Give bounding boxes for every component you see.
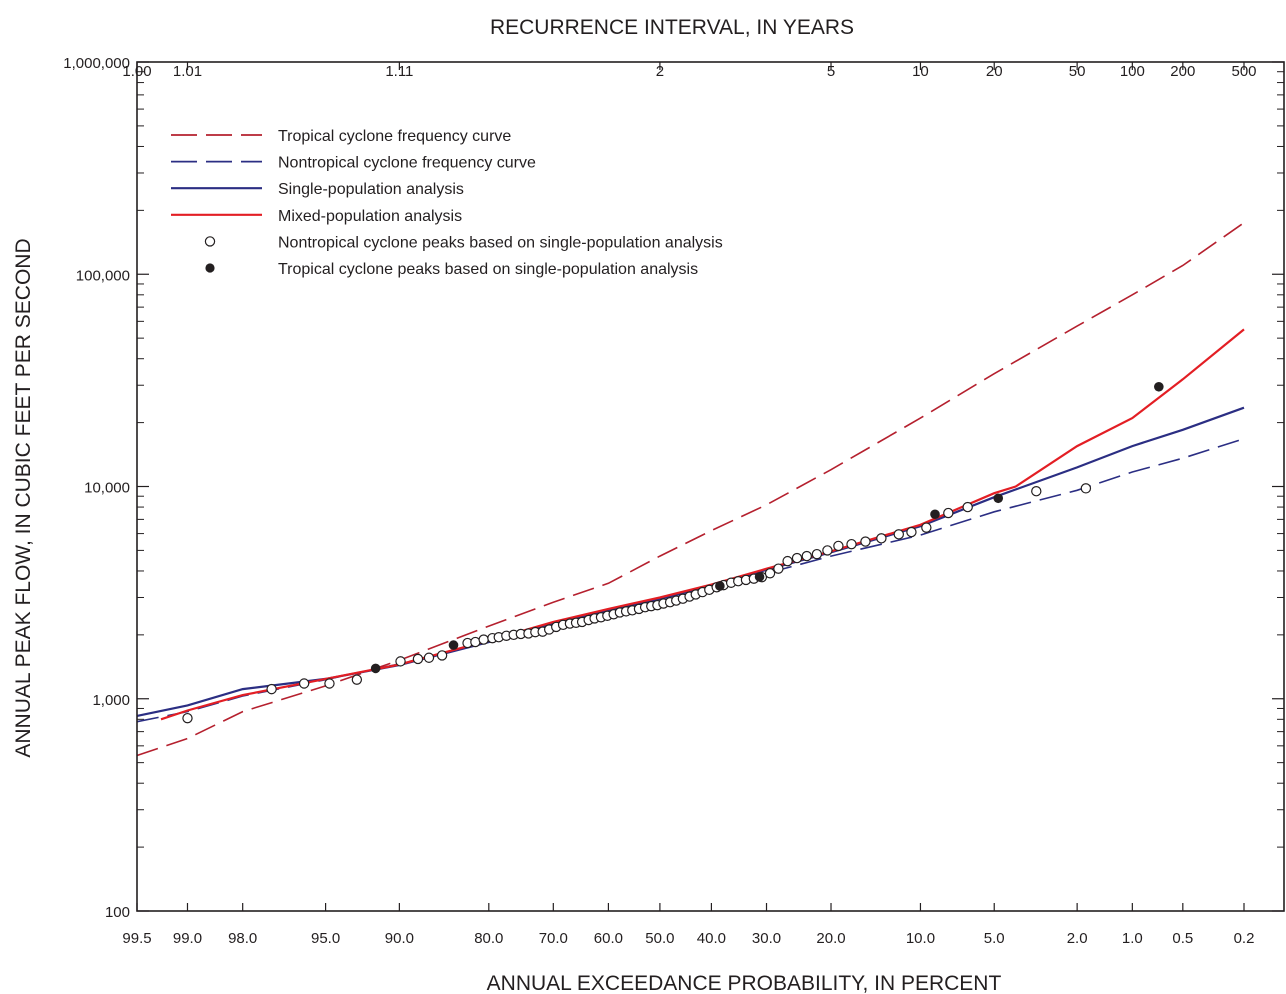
tropical-peak-point	[448, 640, 459, 650]
legend-swatch-5	[205, 263, 215, 273]
x-tick-label: 70.0	[539, 930, 568, 947]
x-tick-label: 80.0	[474, 930, 503, 947]
x-top-tick-label: 1.11	[385, 63, 413, 80]
x-tick-label: 20.0	[816, 930, 845, 947]
legend: Tropical cyclone frequency curve Nontropi…	[171, 128, 723, 278]
x-tick-label: 1.0	[1122, 930, 1143, 947]
x-tick-label: 40.0	[697, 930, 726, 947]
nontropical-peak-point	[782, 555, 793, 567]
legend-swatch-4	[204, 236, 216, 247]
tropical-peak-point	[715, 581, 725, 591]
nontropical-peak-point	[266, 683, 277, 695]
x-top-tick-label: 200	[1170, 63, 1195, 80]
x-tick-label: 0.2	[1234, 930, 1255, 947]
nontropical-peak-point	[876, 533, 887, 544]
x-top-tick-label: 100	[1120, 63, 1145, 80]
x-tick-label: 50.0	[645, 930, 674, 947]
x-tick-label: 5.0	[984, 930, 1005, 947]
legend-label-0: Tropical cyclone frequency curve	[278, 128, 511, 145]
y-axis-title: ANNUAL PEAK FLOW, IN CUBIC FEET PER SECO…	[12, 238, 35, 757]
nontropical-peak-point	[351, 674, 363, 685]
x-top-axis-title: RECURRENCE INTERVAL, IN YEARS	[490, 16, 854, 39]
legend-label-2: Single-population analysis	[278, 181, 464, 198]
x-tick-label: 2.0	[1067, 930, 1088, 947]
x-top-tick-label: 500	[1231, 63, 1256, 80]
nontropical-peak-point	[395, 656, 406, 667]
x-tick-label: 90.0	[385, 930, 414, 947]
y-tick-label: 100,000	[76, 267, 130, 284]
nontropical-peak-point	[822, 545, 833, 556]
nontropical-peak-point	[943, 507, 954, 519]
nontropical-peak-point	[773, 563, 784, 574]
plot-frame	[136, 61, 1285, 912]
tropical-peak-point	[1154, 381, 1164, 392]
axis-ticks: 99.5 99.0 98.0 95.0 90.0 80.0 70.0 60.0 50.0 40.0…	[63, 55, 1284, 947]
tropical-peak-point	[930, 509, 940, 520]
nontropical-peak-point	[1031, 486, 1042, 497]
x-tick-label: 10.0	[906, 930, 935, 947]
nontropical-peak-point	[893, 529, 904, 540]
nontropical-peak-point	[860, 536, 871, 547]
nontropical-peak-point	[846, 538, 857, 550]
nontropical-peak-point	[833, 540, 844, 552]
x-top-tick-label: 2	[656, 63, 664, 80]
y-tick-label: 100	[105, 904, 130, 921]
series-lines	[136, 222, 1245, 757]
legend-label-5: Tropical cyclone peaks based on single-p…	[278, 261, 698, 278]
x-top-tick-label: 50	[1069, 63, 1086, 80]
x-tick-label: 95.0	[311, 930, 340, 947]
nontropical-peak-point	[921, 522, 932, 533]
x-tick-label: 98.0	[228, 930, 257, 947]
x-top-tick-label: 1.01	[173, 63, 202, 80]
tropical-peak-point	[370, 663, 381, 674]
nontropical-peak-point	[298, 678, 310, 689]
nontropical-peak-point	[764, 568, 776, 579]
x-tick-label: 99.0	[173, 930, 202, 947]
x-top-tick-label: 5	[827, 63, 835, 80]
legend-label-4: Nontropical cyclone peaks based on singl…	[278, 234, 723, 251]
nontropical-peak-point	[801, 550, 812, 562]
nontropical-peak-point	[811, 548, 823, 560]
nontropical-peak-point	[791, 552, 803, 564]
nontropical-peak-point	[423, 652, 435, 663]
nontropical-peak-point	[324, 678, 335, 689]
nontropical-peak-point	[478, 634, 489, 645]
x-tick-label: 99.5	[122, 930, 151, 947]
x-top-tick-label: 10	[912, 63, 929, 80]
tropical-peak-point	[754, 572, 765, 582]
data-points	[182, 381, 1164, 724]
nontropical-peak-point	[1080, 483, 1092, 494]
nontropical-peak-point	[436, 650, 448, 661]
series-line-0	[136, 222, 1245, 757]
nontropical-peak-point	[182, 712, 193, 724]
series-line-2	[136, 406, 1245, 717]
y-tick-label: 1,000,000	[63, 55, 130, 72]
nontropical-peak-point	[412, 653, 424, 665]
series-line-3	[160, 328, 1245, 721]
x-tick-label: 0.5	[1172, 930, 1193, 947]
legend-label-1: Nontropical cyclone frequency curve	[278, 155, 536, 172]
nontropical-peak-point	[906, 526, 917, 538]
x-tick-label: 60.0	[594, 930, 623, 947]
x-top-tick-label: 20	[986, 63, 1003, 80]
nontropical-peak-point	[962, 501, 973, 513]
y-tick-label: 1,000	[92, 692, 130, 709]
x-axis-title: ANNUAL EXCEEDANCE PROBABILITY, IN PERCEN…	[487, 972, 1002, 994]
legend-label-3: Mixed-population analysis	[278, 208, 462, 225]
tropical-peak-point	[993, 493, 1004, 504]
x-tick-label: 30.0	[752, 930, 781, 947]
y-tick-label: 10,000	[84, 480, 130, 497]
